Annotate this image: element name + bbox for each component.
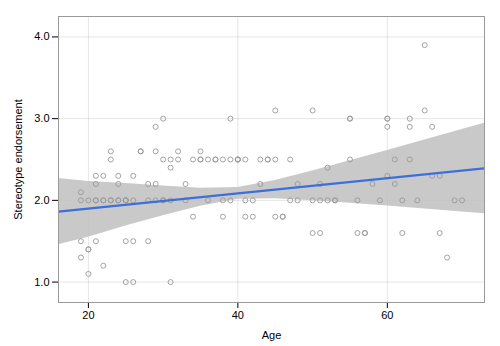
- svg-text:60: 60: [381, 309, 393, 321]
- svg-text:4.0: 4.0: [34, 30, 49, 42]
- svg-text:Stereotype endorsement: Stereotype endorsement: [12, 99, 24, 219]
- svg-text:2.0: 2.0: [34, 194, 49, 206]
- svg-text:20: 20: [82, 309, 94, 321]
- svg-text:Age: Age: [262, 329, 282, 341]
- svg-text:40: 40: [232, 309, 244, 321]
- svg-text:1.0: 1.0: [34, 276, 49, 288]
- svg-text:3.0: 3.0: [34, 112, 49, 124]
